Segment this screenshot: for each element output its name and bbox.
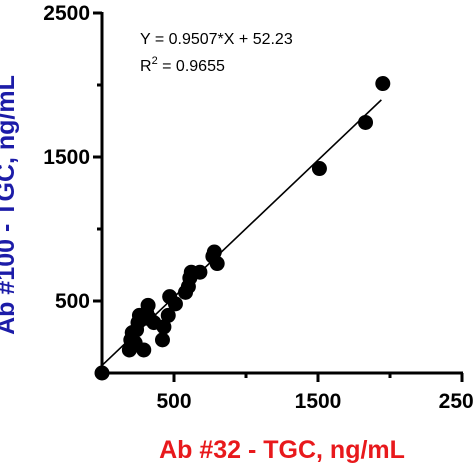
axes xyxy=(93,11,464,382)
tick-labels: 500 1500 2500 500 1500 2500 xyxy=(43,2,474,413)
y-axis-title: Ab #100 - TGC, ng/mL xyxy=(0,75,20,335)
data-point xyxy=(358,114,374,130)
r-squared-value: = 0.9655 xyxy=(158,58,225,75)
x-axis-title: Ab #32 - TGC, ng/mL xyxy=(159,436,405,464)
data-point xyxy=(311,161,327,177)
y-tick-label: 500 xyxy=(55,290,90,313)
data-point xyxy=(160,307,176,323)
y-tick-label: 2500 xyxy=(43,2,90,25)
data-point xyxy=(209,256,225,272)
x-tick-label: 2500 xyxy=(439,390,474,413)
y-tick-label: 1500 xyxy=(43,146,90,169)
data-point xyxy=(154,332,170,348)
x-tick-label: 500 xyxy=(156,390,191,413)
data-point xyxy=(167,296,183,312)
data-points xyxy=(94,76,391,381)
data-point xyxy=(192,264,208,280)
r-squared-superscript: 2 xyxy=(152,55,158,67)
data-point xyxy=(156,319,172,335)
data-point xyxy=(94,365,110,381)
r-squared-prefix: R xyxy=(140,58,152,75)
equation-annotation: Y = 0.9507*X + 52.23 xyxy=(140,31,293,48)
r-squared-annotation: R2 = 0.9655 xyxy=(140,55,225,75)
data-point xyxy=(140,297,156,313)
data-point xyxy=(375,76,391,92)
data-point xyxy=(206,244,222,260)
x-tick-label: 1500 xyxy=(295,390,342,413)
data-point xyxy=(136,342,152,358)
